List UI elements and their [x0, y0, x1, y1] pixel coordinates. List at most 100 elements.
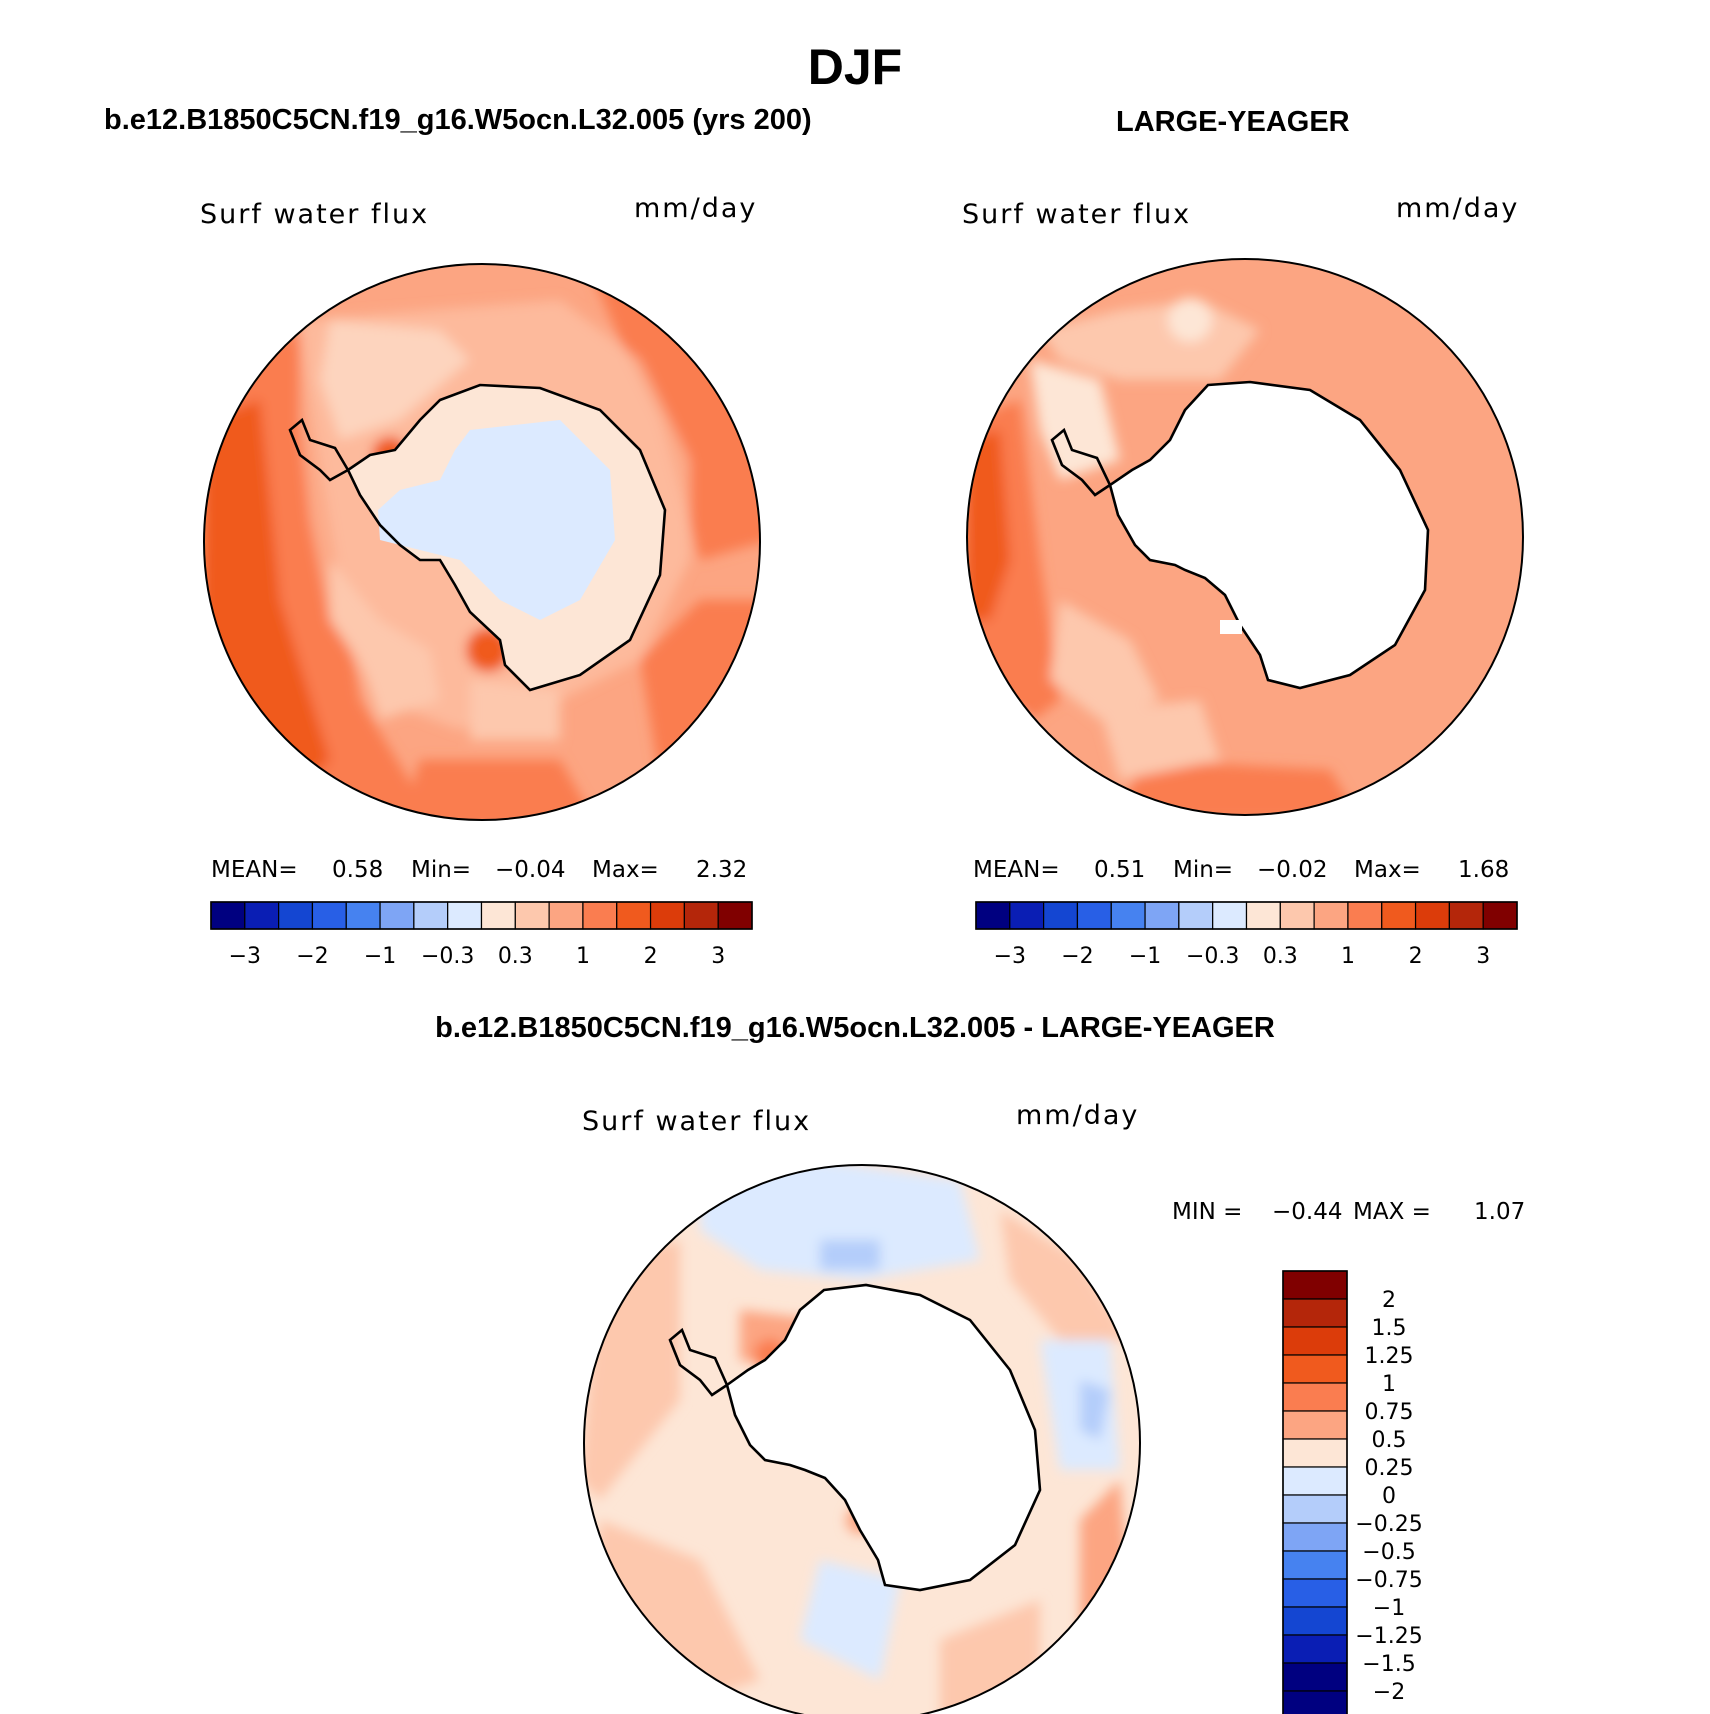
- right-mean-label: MEAN=: [973, 857, 1060, 883]
- right-min-label: Min=: [1173, 857, 1234, 883]
- diff-colorbar-swatch: [1282, 1270, 1348, 1300]
- diff-antarctica-fill: [727, 1285, 1040, 1590]
- right-units-label: mm/day: [1396, 193, 1520, 224]
- diff-colorbar-swatch: [1282, 1382, 1348, 1412]
- left-mean-value: 0.58: [332, 857, 384, 883]
- diff-colorbar-tick-label: 0.5: [1372, 1428, 1407, 1453]
- right-colorbar-swatch: [1482, 901, 1518, 930]
- left-colorbar-swatch: [480, 901, 516, 930]
- diff-colorbar-tick-label: 0: [1382, 1484, 1396, 1509]
- right-colorbar-swatch: [1245, 901, 1281, 930]
- right-colorbar-tick-label: −2: [1061, 944, 1093, 969]
- left-colorbar-swatch: [649, 901, 685, 930]
- diff-colorbar-swatch: [1282, 1634, 1348, 1664]
- left-mean-label: MEAN=: [211, 857, 298, 883]
- left-colorbar-swatch: [210, 901, 246, 930]
- right-colorbar-swatch: [1414, 901, 1450, 930]
- diff-units-label: mm/day: [1016, 1100, 1140, 1131]
- diff-colorbar-swatch: [1282, 1550, 1348, 1580]
- left-colorbar-swatch: [514, 901, 550, 930]
- difference-polar-map: [584, 1165, 1140, 1714]
- right-colorbar-swatch: [1178, 901, 1214, 930]
- left-panel-case-title: b.e12.B1850C5CN.f19_g16.W5ocn.L32.005 (y…: [104, 104, 812, 136]
- diff-colorbar-swatch: [1282, 1438, 1348, 1468]
- left-colorbar-tick-label: −0.3: [421, 944, 474, 969]
- diff-colorbar-tick-label: −0.5: [1362, 1540, 1415, 1565]
- diff-colorbar-tick-label: 1: [1382, 1372, 1396, 1397]
- left-polar-map: [204, 264, 760, 820]
- left-units-label: mm/day: [634, 193, 758, 224]
- left-colorbar-swatch: [616, 901, 652, 930]
- right-colorbar-tick-label: −1: [1129, 944, 1161, 969]
- diff-colorbar-swatch: [1282, 1466, 1348, 1496]
- diff-map-border: [583, 1164, 1141, 1714]
- diff-colorbar-tick-label: 0.75: [1365, 1400, 1414, 1425]
- right-min-value: −0.02: [1257, 857, 1328, 883]
- right-colorbar-swatch: [1347, 901, 1383, 930]
- left-max-label: Max=: [592, 857, 659, 883]
- diff-min-label: MIN =: [1172, 1199, 1243, 1225]
- left-colorbar-swatch: [447, 901, 483, 930]
- diff-colorbar-tick-label: −1.5: [1362, 1652, 1415, 1677]
- left-colorbar-tick-label: −2: [296, 944, 328, 969]
- right-colorbar-swatch: [1279, 901, 1315, 930]
- right-mean-value: 0.51: [1094, 857, 1146, 883]
- diff-colorbar-tick-label: −1.25: [1355, 1624, 1422, 1649]
- left-colorbar-swatch: [683, 901, 719, 930]
- left-variable-label: Surf water flux: [200, 199, 430, 230]
- left-colorbar-tick-label: 3: [711, 944, 725, 969]
- figure-title: DJF: [807, 39, 903, 95]
- diff-colorbar-swatch: [1282, 1494, 1348, 1524]
- diff-colorbar-swatch: [1282, 1326, 1348, 1356]
- right-colorbar-tick-label: 2: [1409, 944, 1423, 969]
- right-max-label: Max=: [1354, 857, 1421, 883]
- left-colorbar-swatch: [413, 901, 449, 930]
- right-max-value: 1.68: [1458, 857, 1510, 883]
- left-colorbar-swatch: [582, 901, 618, 930]
- diff-colorbar-frame: [1282, 1270, 1348, 1714]
- right-colorbar-swatch: [975, 901, 1011, 930]
- left-colorbar-tick-label: 2: [644, 944, 658, 969]
- right-colorbar: −3 −2 −1 −0.3 0.3 1 2 3: [975, 901, 1518, 969]
- right-panel-case-title: LARGE-YEAGER: [1116, 106, 1350, 138]
- left-colorbar-swatch: [244, 901, 280, 930]
- right-colorbar-swatch: [1313, 901, 1349, 930]
- right-colorbar-swatch: [1043, 901, 1079, 930]
- right-colorbar-swatch: [1212, 901, 1248, 930]
- diff-colorbar-swatch: [1282, 1354, 1348, 1384]
- diff-coastline: [668, 1283, 1042, 1592]
- difference-panel-case-title: b.e12.B1850C5CN.f19_g16.W5ocn.L32.005 - …: [435, 1012, 1275, 1044]
- diff-max-label: MAX =: [1353, 1199, 1431, 1225]
- left-colorbar-tick-label: −3: [229, 944, 261, 969]
- diff-colorbar-swatch: [1282, 1298, 1348, 1328]
- left-colorbar-swatch: [379, 901, 415, 930]
- left-antarctica-interior: [378, 420, 615, 620]
- diff-colorbar-swatch: [1282, 1606, 1348, 1636]
- right-colorbar-tick-label: −0.3: [1186, 944, 1239, 969]
- left-coastline: [288, 383, 667, 692]
- diff-colorbar-tick-label: 2: [1382, 1288, 1396, 1313]
- left-colorbar-tick-label: −1: [364, 944, 396, 969]
- left-colorbar-frame: [210, 901, 753, 930]
- diff-colorbar-tick-label: 0.25: [1365, 1456, 1414, 1481]
- left-colorbar-swatch: [548, 901, 584, 930]
- right-map-border: [966, 258, 1524, 816]
- diff-colorbar-swatch: [1282, 1578, 1348, 1608]
- right-variable-label: Surf water flux: [962, 199, 1192, 230]
- right-colorbar-tick-label: 3: [1476, 944, 1490, 969]
- left-max-value: 2.32: [696, 857, 748, 883]
- diff-max-value: 1.07: [1474, 1199, 1526, 1225]
- diff-colorbar-tick-label: −0.25: [1355, 1512, 1422, 1537]
- left-colorbar: −3 −2 −1 −0.3 0.3 1 2 3: [210, 901, 753, 969]
- right-colorbar-swatch: [1076, 901, 1112, 930]
- right-antarctica-fill: [1110, 382, 1428, 688]
- diff-colorbar-tick-label: −0.75: [1355, 1568, 1422, 1593]
- left-min-value: −0.04: [495, 857, 566, 883]
- right-colorbar-tick-label: 1: [1341, 944, 1355, 969]
- right-colorbar-swatch: [1448, 901, 1484, 930]
- right-polar-map: [967, 259, 1523, 815]
- diff-colorbar-tick-label: 1.5: [1372, 1316, 1407, 1341]
- left-colorbar-tick-label: 1: [576, 944, 590, 969]
- diff-variable-label: Surf water flux: [582, 1106, 812, 1137]
